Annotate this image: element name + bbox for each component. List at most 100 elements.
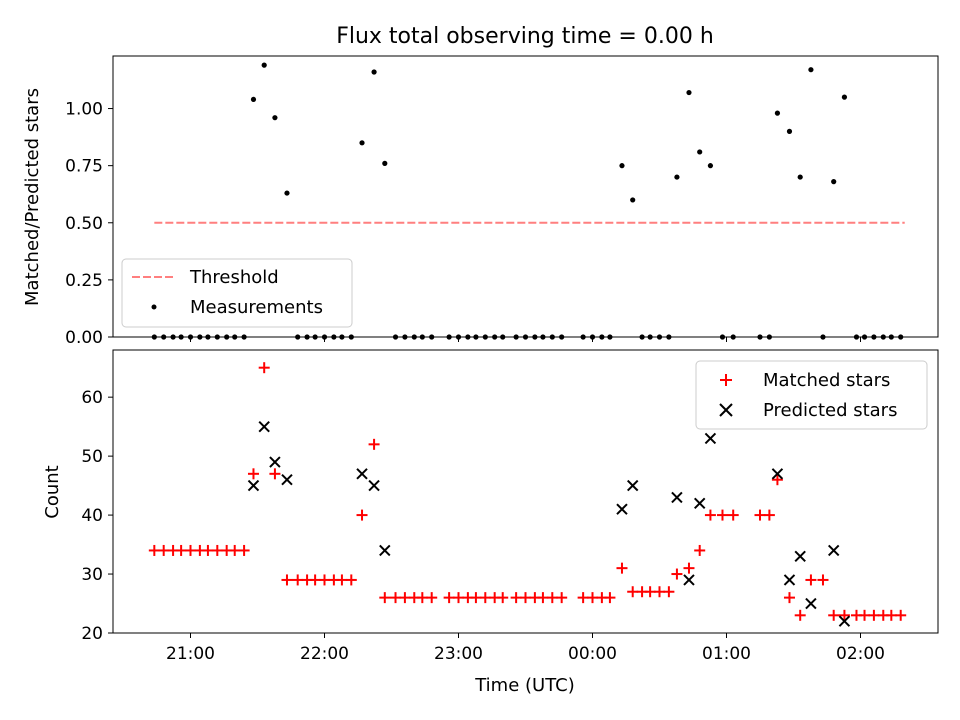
- predicted-point: [626, 479, 639, 492]
- measurement-point: [707, 163, 714, 169]
- matched-point: [258, 362, 270, 374]
- matched-point: [537, 592, 549, 604]
- matched-point: [616, 562, 628, 574]
- ratio-axes-frame: [112, 55, 939, 338]
- predicted-point: [356, 468, 368, 480]
- predicted-point: [368, 479, 380, 492]
- x-tick-label: 23:00: [434, 644, 483, 664]
- x-tick-label: 21:00: [166, 644, 215, 664]
- matched-point: [211, 544, 223, 556]
- matched-point: [319, 574, 330, 586]
- count-axes-frame: [112, 349, 939, 634]
- matched-point: [292, 574, 304, 586]
- x-tick-label: 02:00: [836, 644, 885, 664]
- matched-legend-marker: [720, 374, 732, 386]
- count-legend: Matched stars Predicted stars: [695, 360, 928, 430]
- measurement-point: [619, 163, 625, 169]
- matched-point: [763, 509, 775, 521]
- ratio-y-axis-label: Matched/Predicted stars: [22, 88, 43, 306]
- measurement-point: [261, 62, 267, 68]
- matched-point: [390, 592, 402, 604]
- predicted-point: [805, 597, 817, 610]
- x-tick-label: 22:00: [300, 644, 349, 664]
- matched-point: [694, 544, 706, 556]
- matched-point: [771, 474, 783, 486]
- measurement-point: [359, 140, 365, 146]
- matched-point: [148, 544, 160, 556]
- matched-point: [828, 609, 840, 621]
- matched-point: [663, 586, 675, 598]
- measurement-point: [697, 149, 703, 155]
- ratio-y-axis: 0.00 0.25 0.50 0.75 1.00: [65, 100, 113, 348]
- count-y-axis-label: Count: [42, 465, 63, 518]
- matched-point: [281, 574, 293, 586]
- matched-point: [269, 468, 281, 480]
- count-x-axis: 21:00 22:00 23:00 00:00 01:00 02:00: [166, 633, 885, 664]
- matched-point: [556, 592, 568, 604]
- matched-legend-label: Matched stars: [763, 370, 890, 391]
- x-tick-label: 01:00: [702, 644, 751, 664]
- predicted-point: [771, 468, 784, 480]
- measurement-point: [674, 174, 680, 180]
- measurement-point: [382, 160, 388, 166]
- matched-point: [704, 509, 716, 521]
- matched-point: [604, 592, 616, 604]
- measurement-point: [272, 115, 278, 121]
- matched-point: [309, 574, 321, 586]
- measurement-point: [686, 89, 692, 96]
- matched-point: [859, 609, 871, 621]
- matched-point: [587, 592, 598, 604]
- predicted-point: [379, 544, 391, 557]
- count-y-tick-label: 20: [81, 624, 103, 644]
- matched-point: [158, 544, 170, 556]
- ratio-legend-box: [121, 258, 353, 328]
- predicted-point: [693, 497, 706, 509]
- count-y-tick-label: 30: [81, 565, 103, 585]
- matched-point: [368, 438, 380, 450]
- chart-title: Flux total observing time = 0.00 h: [336, 24, 714, 49]
- predicted-point: [269, 456, 281, 468]
- matched-point: [627, 586, 639, 598]
- ratio-y-tick-label: 0.25: [65, 271, 103, 291]
- predicted-point: [281, 474, 293, 486]
- predicted-point: [683, 574, 695, 586]
- predicted-point: [827, 544, 840, 557]
- measurement-point: [371, 69, 377, 75]
- matched-point: [716, 509, 728, 521]
- measurement-point: [630, 197, 636, 203]
- matched-point: [426, 592, 438, 604]
- matched-point: [577, 592, 589, 604]
- matched-point: [520, 592, 531, 604]
- measurement-point: [808, 67, 814, 73]
- measurements-legend-label: Measurements: [190, 297, 323, 318]
- predicted-point: [783, 574, 796, 586]
- count-legend-box: [695, 360, 928, 430]
- matched-point: [510, 592, 522, 604]
- predicted-point: [258, 420, 270, 433]
- count-y-tick-label: 50: [81, 447, 103, 467]
- ratio-y-tick-label: 0.75: [65, 157, 103, 177]
- matched-point: [175, 544, 187, 556]
- measurement-point: [786, 128, 793, 134]
- ratio-y-tick-label: 0.50: [65, 214, 103, 234]
- measurement-point: [831, 179, 837, 185]
- ratio-y-tick-label: 1.00: [65, 100, 103, 120]
- predicted-legend-label: Predicted stars: [763, 400, 897, 421]
- matched-point: [644, 586, 656, 598]
- threshold-legend-label: Threshold: [189, 267, 279, 288]
- measurement-point: [774, 110, 781, 116]
- matched-point: [754, 509, 766, 521]
- matched-point: [453, 592, 464, 604]
- matched-point: [336, 574, 348, 586]
- measurement-point: [284, 190, 290, 196]
- predicted-point: [704, 432, 717, 445]
- x-tick-label: 00:00: [568, 644, 617, 664]
- measurement-point: [250, 96, 257, 103]
- matched-point: [794, 609, 806, 621]
- predicted-legend-marker: [719, 403, 733, 417]
- matched-point: [671, 568, 683, 580]
- count-y-tick-label: 40: [81, 506, 103, 526]
- matched-point: [247, 468, 259, 480]
